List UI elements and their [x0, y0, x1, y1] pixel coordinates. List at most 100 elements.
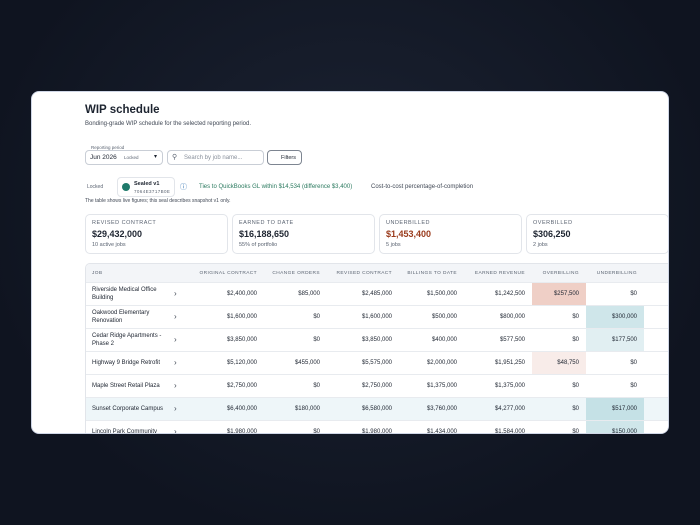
kpi-value: $29,432,000 [92, 229, 143, 239]
amount-cell: $0 [264, 375, 327, 398]
amount-cell: $1,242,500 [464, 283, 532, 306]
amount-cell: $0 [532, 306, 586, 329]
kpi-sub: 55% of portfolio [239, 242, 278, 248]
kpi-value: $1,453,400 [386, 229, 432, 239]
amount-cell: $2,400,000 [190, 283, 264, 306]
search-box[interactable]: ⚲ Search by job name... [167, 150, 264, 165]
amount-cell: $3,850,000 [190, 329, 264, 352]
amount-cell: $3,760,000 [399, 398, 464, 421]
wip-table: JOB ORIGINAL CONTRACT CHANGE ORDERS REVISED… [85, 263, 668, 434]
amount-cell: $0 [264, 421, 327, 433]
amount-cell: $177,500 [586, 329, 644, 352]
column-header: CHANGE ORDERS [264, 264, 327, 283]
amount-cell: $400,000 [399, 329, 464, 352]
clipped-cell [644, 398, 668, 421]
amount-cell: $85,000 [264, 283, 327, 306]
clipped-cell [644, 352, 668, 375]
column-header: REVISED CONTRACT [327, 264, 399, 283]
kpi-label: OVERBILLED [533, 220, 573, 226]
amount-cell: $1,951,250 [464, 352, 532, 375]
kpi-label: UNDERBILLED [386, 220, 431, 226]
job-name[interactable]: Lincoln Park Community [86, 421, 190, 433]
clipped-cell [644, 306, 668, 329]
seal-badge: Sealed v1 7064E3717B0E [117, 177, 175, 197]
seal-icon [122, 183, 130, 191]
amount-cell: $0 [586, 375, 644, 398]
amount-cell: $517,000 [586, 398, 644, 421]
column-header: ORIGINAL CONTRACT [190, 264, 264, 283]
seal-hash: 7064E3717B0E [134, 189, 171, 194]
amount-cell: $1,434,000 [399, 421, 464, 433]
amount-cell: $0 [532, 398, 586, 421]
search-placeholder: Search by job name... [184, 155, 243, 161]
chevron: ▾ [154, 154, 158, 160]
amount-cell: $2,485,000 [327, 283, 399, 306]
row-chevron[interactable]: › [174, 427, 177, 434]
amount-cell: $180,000 [264, 398, 327, 421]
amount-cell: $5,575,000 [327, 352, 399, 375]
row-chevron[interactable]: › [174, 404, 177, 413]
amount-cell: $577,500 [464, 329, 532, 352]
job-name[interactable]: Highway 9 Bridge Retrofit [86, 352, 190, 375]
column-header: UNDERBILLING [586, 264, 644, 283]
amount-cell: $1,584,000 [464, 421, 532, 433]
clipped-cell [644, 283, 668, 306]
amount-cell: $800,000 [464, 306, 532, 329]
amount-cell: $150,000 [586, 421, 644, 433]
column-header: OVERBILLING [532, 264, 586, 283]
amount-cell: $0 [586, 352, 644, 375]
kpi-card: REVISED CONTRACT $29,432,000 10 active job… [85, 214, 228, 254]
kpi-label: REVISED CONTRACT [92, 220, 157, 226]
filters-button[interactable]: Filters [267, 150, 302, 165]
kpi-card: EARNED TO DATE $16,188,650 55% of portfoli… [232, 214, 375, 254]
row-chevron[interactable]: › [174, 335, 177, 344]
row-chevron[interactable]: › [174, 358, 177, 367]
amount-cell: $1,500,000 [399, 283, 464, 306]
amount-cell: $2,000,000 [399, 352, 464, 375]
job-name[interactable]: Oakwood Elementary Renovation [86, 306, 190, 329]
kpi-sub: 5 jobs [386, 242, 401, 248]
amount-cell: $6,400,000 [190, 398, 264, 421]
job-name[interactable]: Sunset Corporate Campus [86, 398, 190, 421]
column-header: EARNED REVENUE [464, 264, 532, 283]
info-icon[interactable]: ⓘ [180, 184, 187, 191]
wip-card: WIP schedule Bonding-grade WIP schedule … [31, 91, 669, 434]
job-name[interactable]: Cedar Ridge Apartments - Phase 2 [86, 329, 190, 352]
kpi-sub: 10 active jobs [92, 242, 126, 248]
seal-version: Sealed v1 [134, 181, 160, 187]
amount-cell: $5,120,000 [190, 352, 264, 375]
kpi-sub: 2 jobs [533, 242, 548, 248]
amount-cell: $0 [586, 283, 644, 306]
amount-cell: $1,980,000 [327, 421, 399, 433]
filters-label: Filters [281, 155, 296, 161]
amount-cell: $257,500 [532, 283, 586, 306]
clipped-cell [644, 375, 668, 398]
row-chevron[interactable]: › [174, 289, 177, 298]
page-title: WIP schedule [85, 104, 160, 116]
period-select[interactable]: Reporting period Jun 2026 Locked ▾ [85, 145, 163, 165]
amount-cell: $6,580,000 [327, 398, 399, 421]
period-value: Jun 2026 [90, 154, 117, 161]
amount-cell: $455,000 [264, 352, 327, 375]
search-icon: ⚲ [172, 154, 178, 161]
row-chevron[interactable]: › [174, 312, 177, 321]
column-header: BILLINGS TO DATE [399, 264, 464, 283]
row-chevron[interactable]: › [174, 381, 177, 390]
amount-cell: $4,277,000 [464, 398, 532, 421]
clipped-cell [644, 329, 668, 352]
amount-cell: $0 [264, 306, 327, 329]
period-locked: Locked [124, 155, 139, 160]
job-name[interactable]: Riverside Medical Office Building [86, 283, 190, 306]
amount-cell: $1,980,000 [190, 421, 264, 433]
amount-cell: $2,750,000 [190, 375, 264, 398]
column-header: JOB [86, 264, 190, 283]
seal-locked: Locked [87, 184, 104, 190]
job-name[interactable]: Maple Street Retail Plaza [86, 375, 190, 398]
amount-cell: $0 [264, 329, 327, 352]
amount-cell: $1,600,000 [190, 306, 264, 329]
kpi-card: OVERBILLED $306,250 2 jobs [526, 214, 668, 254]
seal-ties: Ties to QuickBooks GL within $14,534 (di… [199, 184, 353, 190]
amount-cell: $1,375,000 [464, 375, 532, 398]
